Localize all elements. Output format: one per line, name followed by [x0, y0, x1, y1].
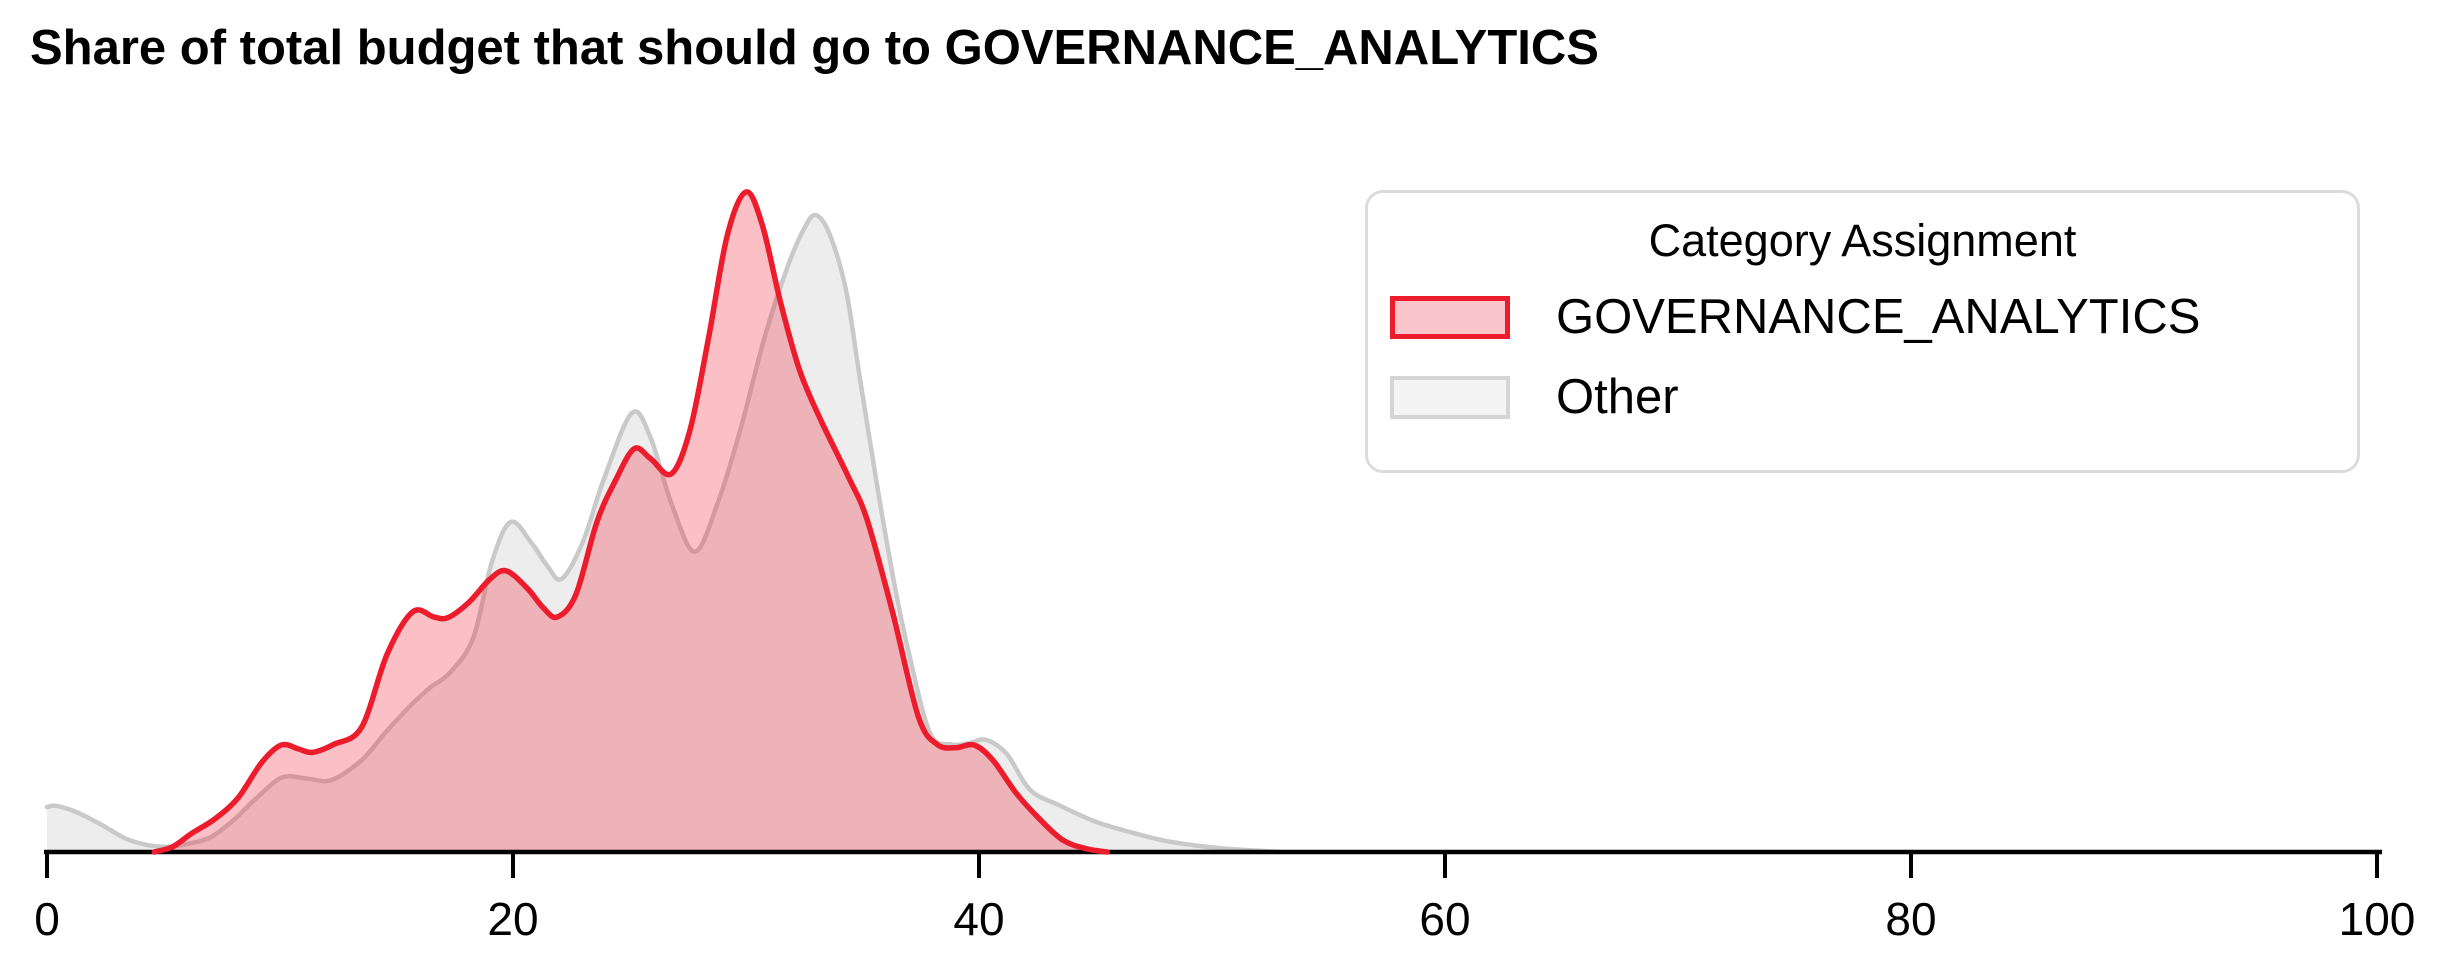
- legend-item-governance-analytics: GOVERNANCE_ANALYTICS: [1390, 290, 2357, 344]
- density-curve-governance_analytics: [151, 189, 1110, 855]
- legend-label-other: Other: [1556, 370, 1679, 424]
- chart-title: Share of total budget that should go to …: [30, 21, 1599, 75]
- legend-label-governance-analytics: GOVERNANCE_ANALYTICS: [1556, 290, 2201, 344]
- legend-swatch-other: [1390, 375, 1510, 419]
- x-tick-label: 0: [34, 893, 60, 945]
- density-curve-other: [44, 212, 1285, 855]
- legend-title: Category Assignment: [1648, 215, 2077, 266]
- x-tick-label: 40: [953, 893, 1004, 945]
- legend-item-other: Other: [1390, 370, 2357, 424]
- density-fill-other: [47, 214, 1282, 852]
- x-tick-label: 20: [487, 893, 538, 945]
- x-tick-label: 60: [1419, 893, 1470, 945]
- x-tick-label: 100: [2339, 893, 2416, 945]
- legend-box: Category Assignment GOVERNANCE_ANALYTICS…: [1365, 190, 2360, 473]
- x-tick-label: 80: [1885, 893, 1936, 945]
- legend-swatch-governance-analytics: [1390, 295, 1510, 339]
- density-fill-governance_analytics: [154, 191, 1108, 852]
